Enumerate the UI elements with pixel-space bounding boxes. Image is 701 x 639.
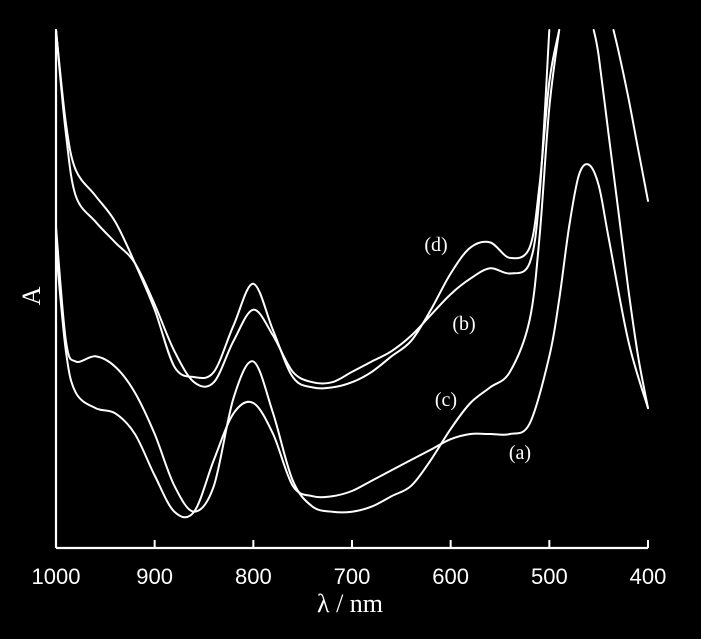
series-label-c: (c)	[435, 389, 457, 411]
series-line-unlabeled-5	[612, 29, 649, 202]
series-group	[55, 29, 649, 519]
series-line-b	[55, 29, 551, 388]
axes	[54, 30, 648, 550]
series-labels: (d) (b) (c) (a)	[424, 234, 531, 464]
x-tick-label: 400	[630, 564, 667, 589]
series-line-a	[55, 163, 649, 519]
x-ticks: 1000 900 800 700 600 500 400	[32, 540, 667, 589]
series-line-unlabeled-4	[592, 29, 649, 410]
x-tick-label: 600	[432, 564, 469, 589]
series-line-d	[55, 29, 561, 390]
x-tick-label: 1000	[32, 564, 81, 589]
x-tick-label: 500	[531, 564, 568, 589]
x-tick-label: 900	[136, 564, 173, 589]
series-label-a: (a)	[509, 442, 531, 464]
series-label-b: (b)	[452, 313, 475, 335]
x-tick-label: 700	[334, 564, 371, 589]
x-axis-label: λ / nm	[317, 589, 383, 618]
series-line-c	[55, 29, 561, 514]
series-label-d: (d)	[424, 234, 447, 256]
y-axis-label: A	[17, 286, 46, 305]
x-tick-label: 800	[235, 564, 272, 589]
